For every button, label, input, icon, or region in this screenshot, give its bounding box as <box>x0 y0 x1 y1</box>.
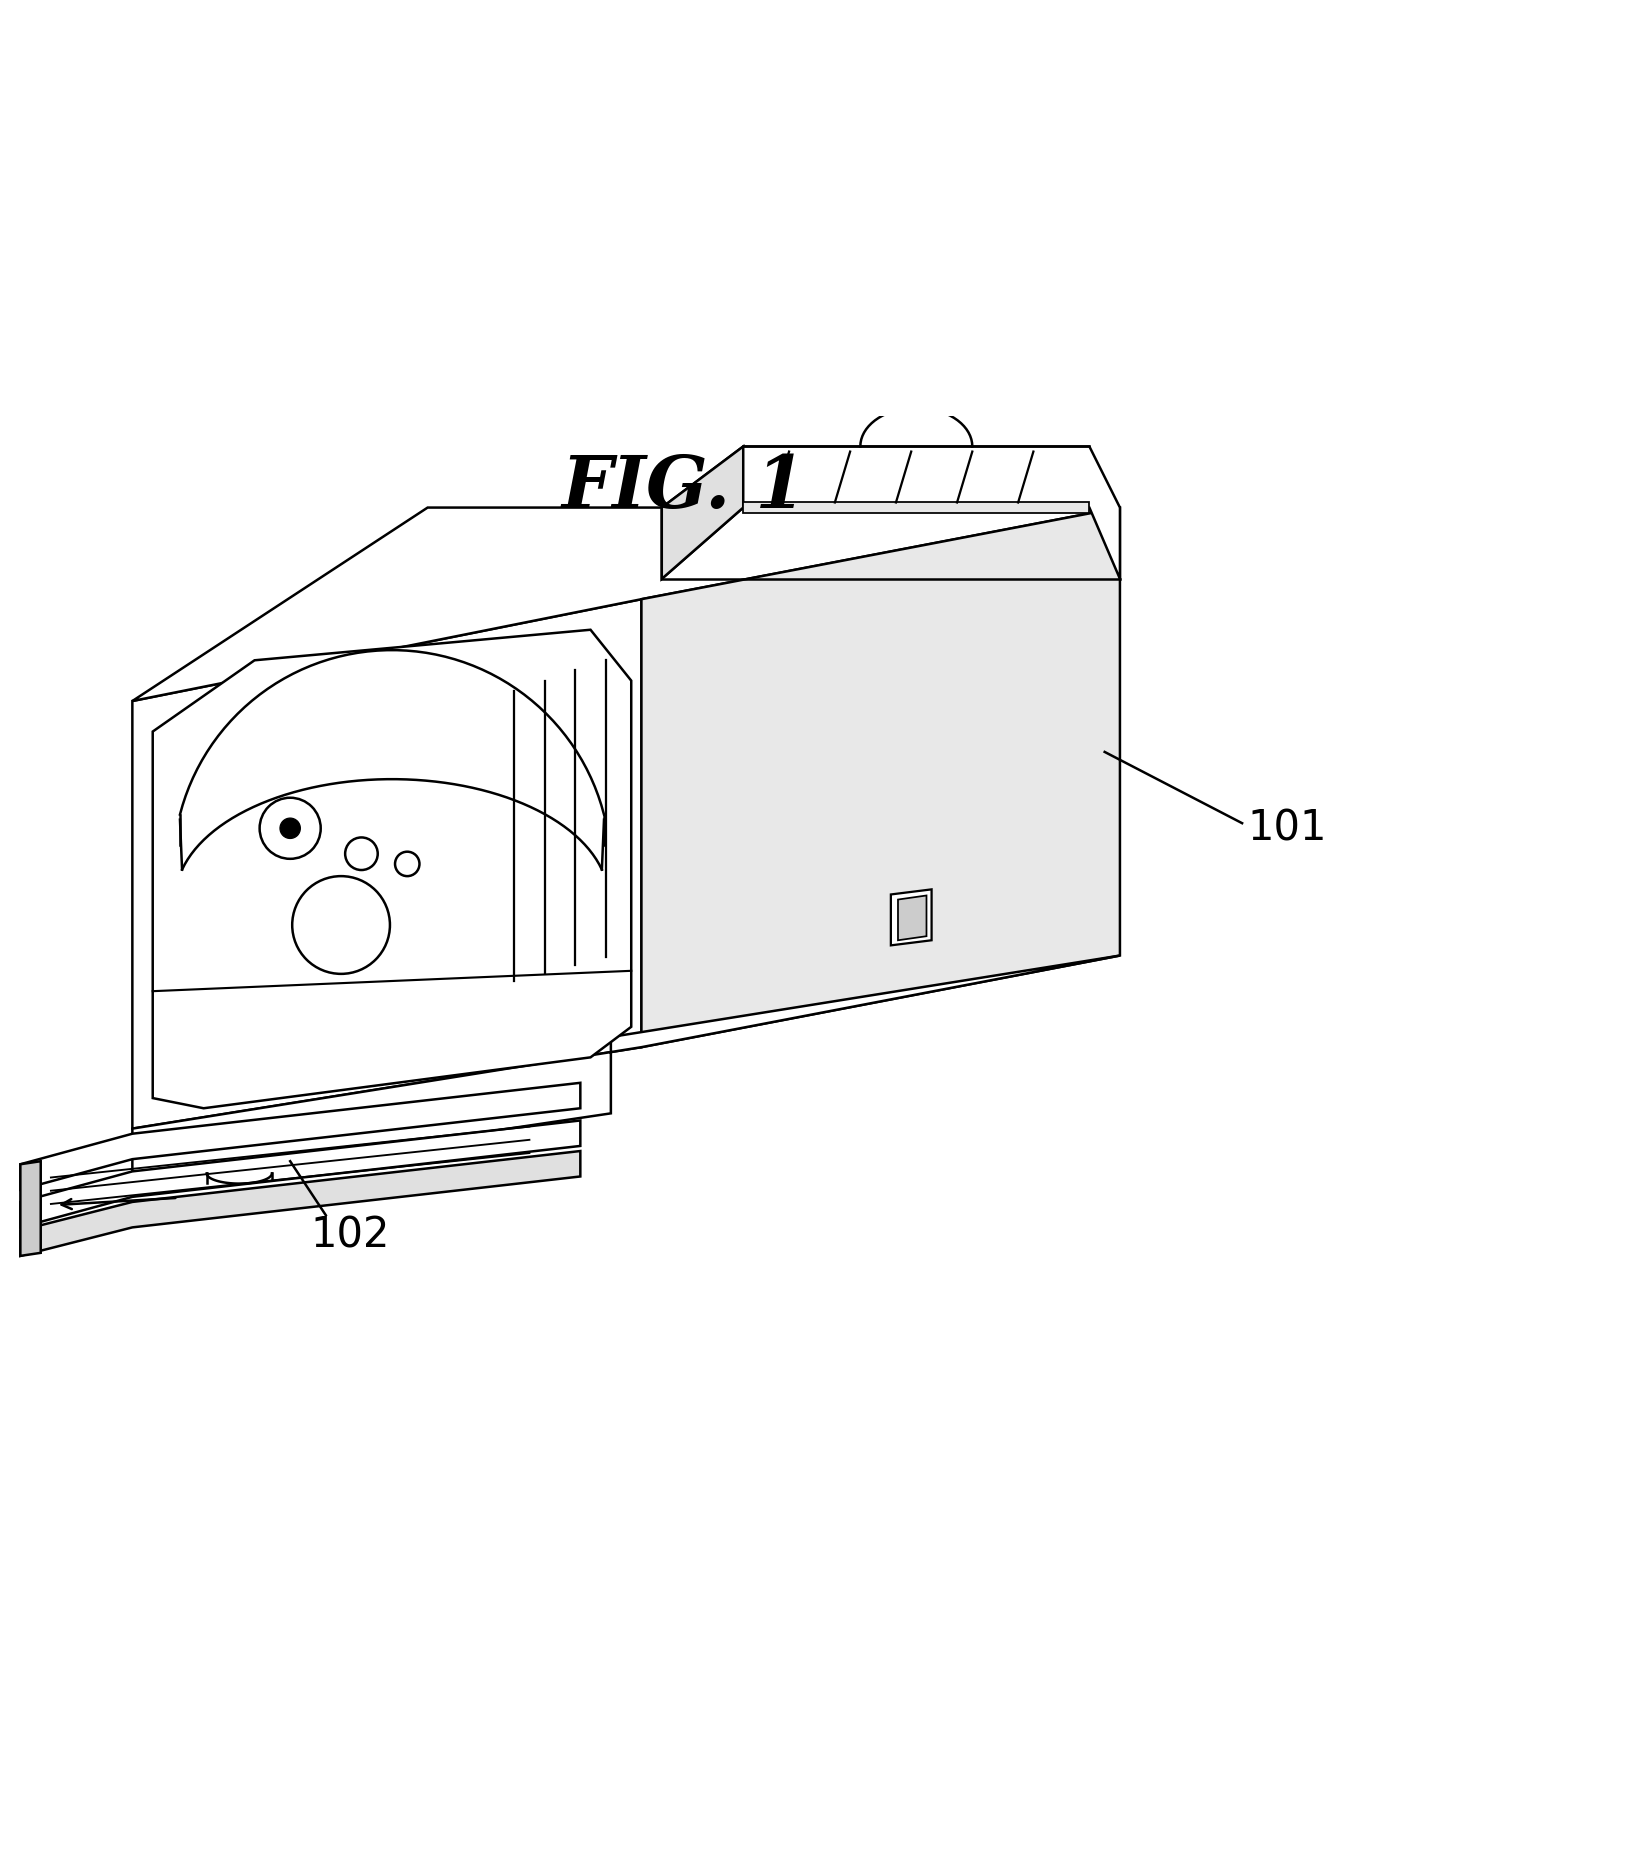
Polygon shape <box>132 956 1119 1184</box>
Polygon shape <box>891 890 932 945</box>
Polygon shape <box>153 629 630 1108</box>
Polygon shape <box>21 1082 580 1190</box>
Polygon shape <box>21 1162 41 1256</box>
Text: FIG. 1: FIG. 1 <box>562 451 806 524</box>
Polygon shape <box>642 507 1119 1047</box>
Circle shape <box>280 818 300 838</box>
Polygon shape <box>132 507 1119 701</box>
Polygon shape <box>743 503 1090 512</box>
Text: 102: 102 <box>311 1215 389 1256</box>
Polygon shape <box>21 1151 580 1256</box>
Polygon shape <box>898 895 927 940</box>
Text: 101: 101 <box>1248 807 1326 849</box>
Polygon shape <box>132 599 642 1128</box>
Polygon shape <box>21 1121 580 1227</box>
Polygon shape <box>661 446 1119 579</box>
Polygon shape <box>661 446 743 579</box>
